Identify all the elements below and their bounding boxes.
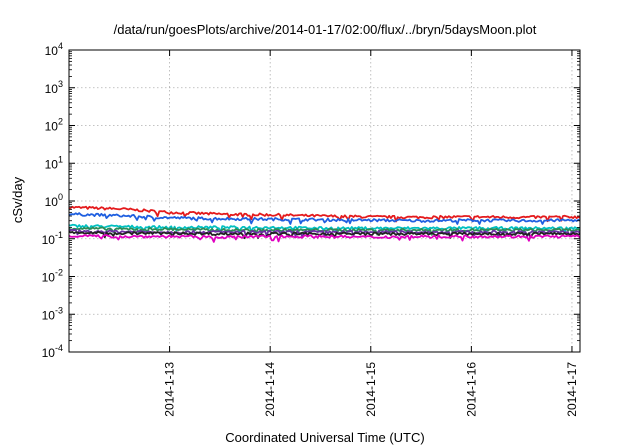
y-tick-label: 100 (45, 192, 63, 209)
y-tick-label-exp: 2 (58, 117, 63, 127)
y-tick-label-base: 10 (45, 120, 59, 134)
series-line-1 (68, 205, 581, 223)
y-tick-label-base: 10 (42, 233, 56, 247)
y-tick-label-base: 10 (45, 157, 59, 171)
y-tick-label-base: 10 (45, 195, 59, 209)
y-tick-label-exp: -2 (55, 268, 63, 278)
y-tick-label-exp: 3 (58, 79, 63, 89)
y-tick-label-base: 10 (42, 308, 56, 322)
series-line-6 (68, 230, 581, 240)
series-line-3 (68, 223, 581, 234)
grid (69, 50, 580, 352)
x-axis-title: Coordinated Universal Time (UTC) (225, 430, 424, 445)
y-tick-label: 10-1 (42, 230, 63, 247)
y-tick-label: 10-3 (42, 305, 63, 322)
y-tick-label-base: 10 (45, 82, 59, 96)
y-tick-label: 102 (45, 117, 63, 134)
x-tick-label: 2014-1-14 (263, 362, 277, 417)
series-line-2 (68, 212, 581, 225)
y-tick-label-exp: -1 (55, 230, 63, 240)
x-tick-label: 2014-1-13 (163, 362, 177, 417)
y-tick-label: 10-2 (42, 268, 63, 285)
series-group (68, 205, 581, 243)
x-axis: 2014-1-13 2014-1-14 2014-1-15 2014-1-16 2014… (163, 50, 579, 417)
y-tick-label-exp: -3 (55, 305, 63, 315)
y-tick-label: 10-4 (42, 343, 63, 360)
y-tick-label-exp: -4 (55, 343, 63, 353)
y-axis-title: cSv/day (10, 176, 25, 223)
y-tick-label-base: 10 (42, 271, 56, 285)
y-tick-label-exp: 0 (58, 192, 63, 202)
x-tick-label: 2014-1-15 (364, 362, 378, 417)
chart-title: /data/run/goesPlots/archive/2014-01-17/0… (114, 22, 537, 37)
x-tick-label: 2014-1-16 (464, 362, 478, 417)
x-tick-label: 2014-1-17 (565, 362, 579, 417)
y-tick-label-exp: 4 (58, 41, 63, 51)
series-line-4 (68, 226, 581, 236)
series-line-7 (68, 234, 581, 243)
y-tick-label-exp: 1 (58, 154, 63, 164)
y-tick-label: 104 (45, 41, 63, 58)
y-tick-label-base: 10 (45, 44, 59, 58)
y-tick-label-base: 10 (42, 346, 56, 360)
y-tick-label: 103 (45, 79, 63, 96)
y-tick-label: 101 (45, 154, 63, 171)
